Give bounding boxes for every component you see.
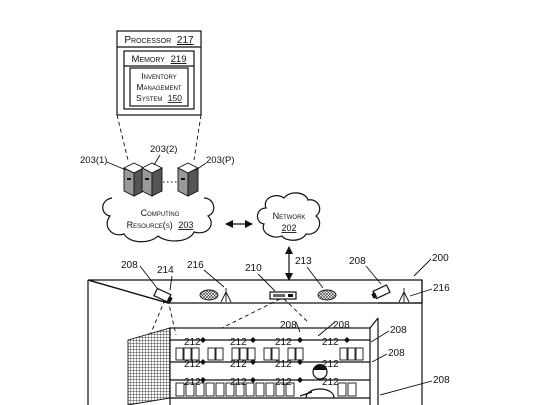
ref-216-a: 216	[187, 260, 204, 271]
computing-resources-line1: Computing	[141, 208, 180, 218]
computing-resources-line2: Resource(s)	[127, 220, 173, 230]
server-p-leader	[195, 162, 207, 171]
ref-212-4: 212	[322, 337, 339, 348]
ref-214: 214	[157, 265, 174, 276]
ref-216-b: 216	[433, 283, 450, 294]
memory-ref: 219	[171, 54, 187, 65]
ref-208-c: 208	[280, 320, 297, 331]
ref-212-6: 212	[230, 359, 247, 370]
camera-field-of-view	[149, 298, 309, 336]
svg-text:Processor 217: Processor 217	[124, 35, 194, 46]
ref-208-b: 208	[349, 256, 366, 267]
ref-212-11: 212	[322, 377, 339, 388]
ref-200: 200	[432, 253, 449, 264]
server-1-icon	[122, 162, 146, 197]
ref-208-d: 208	[333, 320, 350, 331]
wall-mesh-panel	[127, 327, 171, 405]
ref-212-5: 212	[184, 359, 201, 370]
shelf-diamond-markers	[200, 337, 350, 383]
reference-labels: 208 214 216 210 213 208 200 216 208 208 …	[121, 253, 450, 396]
ref-212-8: 212	[184, 377, 201, 388]
projection-lines	[116, 114, 202, 161]
ref-212-9: 212	[230, 377, 247, 388]
ims-ref: 150	[168, 93, 182, 103]
ims-line1: Inventory	[141, 71, 176, 81]
ref-208-f: 208	[388, 348, 405, 359]
ims-line3: System	[136, 93, 162, 103]
ref-210: 210	[245, 263, 262, 274]
computing-resources-ref: 203	[178, 220, 193, 230]
sensor-right-icon	[317, 289, 337, 301]
ref-212-7: 212	[275, 359, 292, 370]
ims-line2: Management	[136, 82, 181, 92]
server-p-label: 203(P)	[206, 155, 235, 166]
svg-text:System 150: System 150	[136, 93, 182, 103]
antenna-right-icon	[398, 288, 410, 303]
ref-212-1: 212	[184, 337, 201, 348]
facility	[87, 279, 423, 405]
inventory-management-system-box: Inventory Management System 150	[129, 67, 189, 107]
computing-resources-cloud	[102, 197, 215, 243]
server-p-icon	[176, 162, 200, 197]
antenna-left-icon	[220, 288, 232, 303]
ceiling-device-icon	[269, 291, 297, 300]
svg-text:Memory 219: Memory 219	[132, 54, 187, 65]
processor-label: Processor	[124, 35, 171, 46]
ref-208-g: 208	[433, 375, 450, 386]
person-icon	[299, 364, 335, 399]
processor-box: Processor 217	[116, 30, 202, 116]
server-icons	[122, 162, 200, 197]
server-1-label: 203(1)	[80, 155, 107, 166]
camera-right-icon	[371, 284, 391, 300]
server-2-icon	[140, 162, 164, 197]
network-ref: 202	[281, 223, 296, 233]
shelf-items-row-2	[175, 382, 357, 397]
ref-208-e: 208	[390, 325, 407, 336]
ref-212-12: 212	[322, 359, 339, 370]
server-1-leader	[106, 161, 127, 171]
server-2-leader	[153, 154, 161, 166]
svg-text:Resource(s) 203: Resource(s) 203	[127, 220, 194, 230]
processor-ref: 217	[177, 35, 194, 46]
ref-212-3: 212	[275, 337, 292, 348]
ref-213: 213	[295, 256, 312, 267]
network-cloud	[256, 192, 321, 241]
network-label: Network	[273, 211, 306, 221]
memory-box: Memory 219	[123, 50, 195, 110]
shelf-items-row-1	[175, 347, 364, 361]
ref-212-10: 212	[275, 377, 292, 388]
server-2-label: 203(2)	[150, 144, 177, 155]
ref-212-2: 212	[230, 337, 247, 348]
ref-208-a: 208	[121, 260, 138, 271]
memory-label: Memory	[132, 54, 166, 65]
camera-left-icon	[153, 287, 173, 303]
sensor-left-icon	[199, 289, 219, 301]
